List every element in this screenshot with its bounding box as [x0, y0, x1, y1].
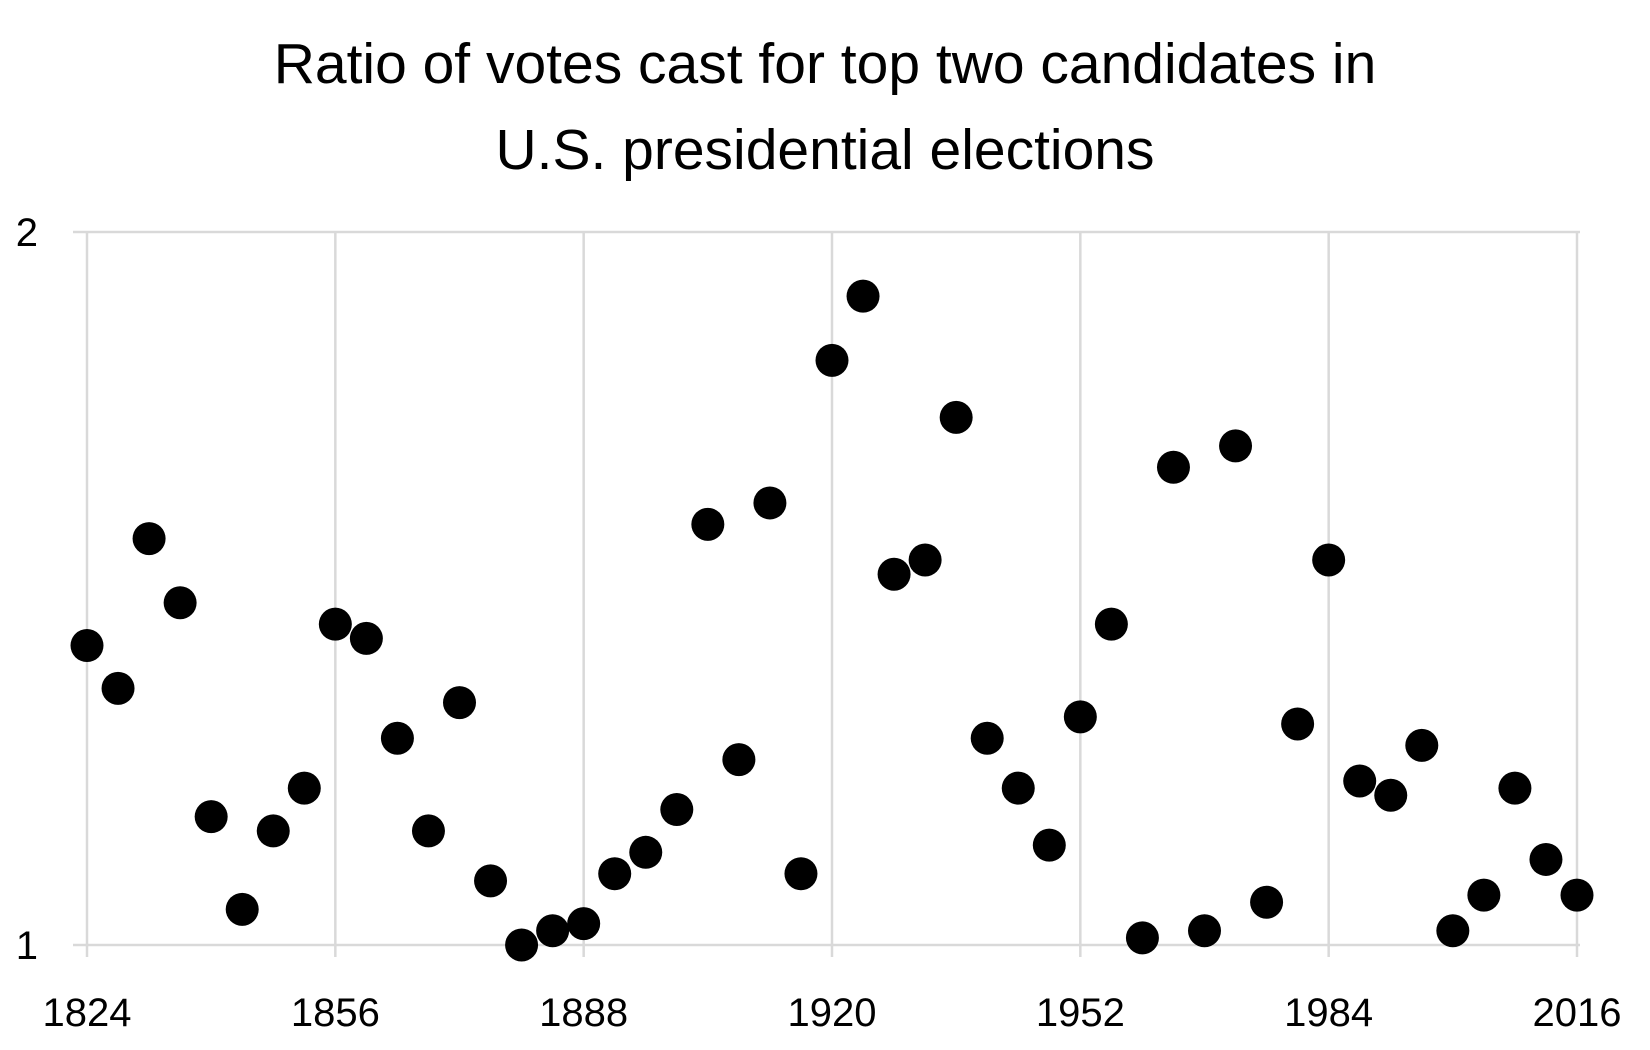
x-tick-label: 1984: [1284, 991, 1373, 1035]
data-point-1976: [1250, 885, 1284, 919]
data-point-1960: [1125, 921, 1159, 955]
data-point-1868: [411, 814, 445, 848]
y-tick-label: 1: [16, 924, 38, 968]
data-point-1952: [1063, 700, 1097, 734]
data-point-1956: [1094, 607, 1128, 641]
data-point-1840: [194, 800, 228, 834]
data-point-1968: [1188, 914, 1221, 948]
data-point-2004: [1467, 878, 1501, 912]
data-point-1984: [1312, 543, 1346, 577]
data-point-1904: [691, 507, 725, 541]
data-point-1928: [877, 557, 911, 591]
data-point-1832: [132, 522, 166, 556]
data-point-1852: [287, 771, 321, 805]
data-point-2012: [1529, 842, 1563, 876]
data-point-2016: [1560, 878, 1594, 912]
data-point-1936: [939, 400, 973, 434]
data-point-2000: [1436, 914, 1470, 948]
data-point-1836: [163, 586, 197, 620]
data-point-1996: [1405, 728, 1439, 762]
data-point-1848: [256, 814, 290, 848]
x-tick-label: 2016: [1533, 991, 1622, 1035]
data-point-1856: [318, 607, 352, 641]
data-point-2008: [1498, 771, 1532, 805]
data-point-1916: [784, 857, 818, 891]
data-point-1932: [908, 543, 942, 577]
data-point-1880: [505, 928, 539, 962]
data-point-1896: [629, 835, 663, 869]
x-tick-label: 1952: [1036, 991, 1125, 1035]
x-tick-label: 1824: [43, 991, 132, 1035]
y-tick-label: 2: [16, 211, 38, 255]
data-point-1972: [1219, 429, 1253, 463]
data-point-1924: [846, 279, 880, 313]
data-point-1912: [753, 486, 787, 520]
x-tick-label: 1888: [539, 991, 628, 1035]
grid: [73, 230, 1580, 957]
data-point-1944: [1001, 771, 1035, 805]
data-point-1860: [349, 621, 383, 655]
data-points: [70, 279, 1594, 962]
data-point-1940: [970, 721, 1004, 755]
data-point-1824: [70, 629, 104, 663]
data-point-1892: [598, 857, 632, 891]
data-point-1920: [815, 343, 849, 377]
data-point-1988: [1343, 764, 1377, 798]
data-point-1900: [660, 793, 694, 827]
data-point-1872: [443, 686, 476, 720]
chart-title-line-2: U.S. presidential elections: [495, 118, 1155, 182]
data-point-1864: [380, 721, 414, 755]
data-point-1844: [225, 892, 259, 926]
x-tick-label: 1856: [291, 991, 380, 1035]
data-point-1888: [567, 907, 601, 941]
data-point-1908: [722, 743, 756, 777]
data-point-1948: [1032, 828, 1066, 862]
data-point-1992: [1374, 778, 1408, 812]
chart-title-line-1: Ratio of votes cast for top two candidat…: [273, 32, 1377, 96]
axes: 1 2 1824 1856 1888 1920 1952 1984 2016: [16, 211, 1622, 1035]
data-point-1884: [536, 914, 570, 948]
data-point-1980: [1281, 707, 1315, 741]
data-point-1876: [474, 864, 508, 898]
data-point-1828: [101, 671, 135, 705]
x-tick-label: 1920: [788, 991, 877, 1035]
data-point-1964: [1156, 450, 1190, 484]
